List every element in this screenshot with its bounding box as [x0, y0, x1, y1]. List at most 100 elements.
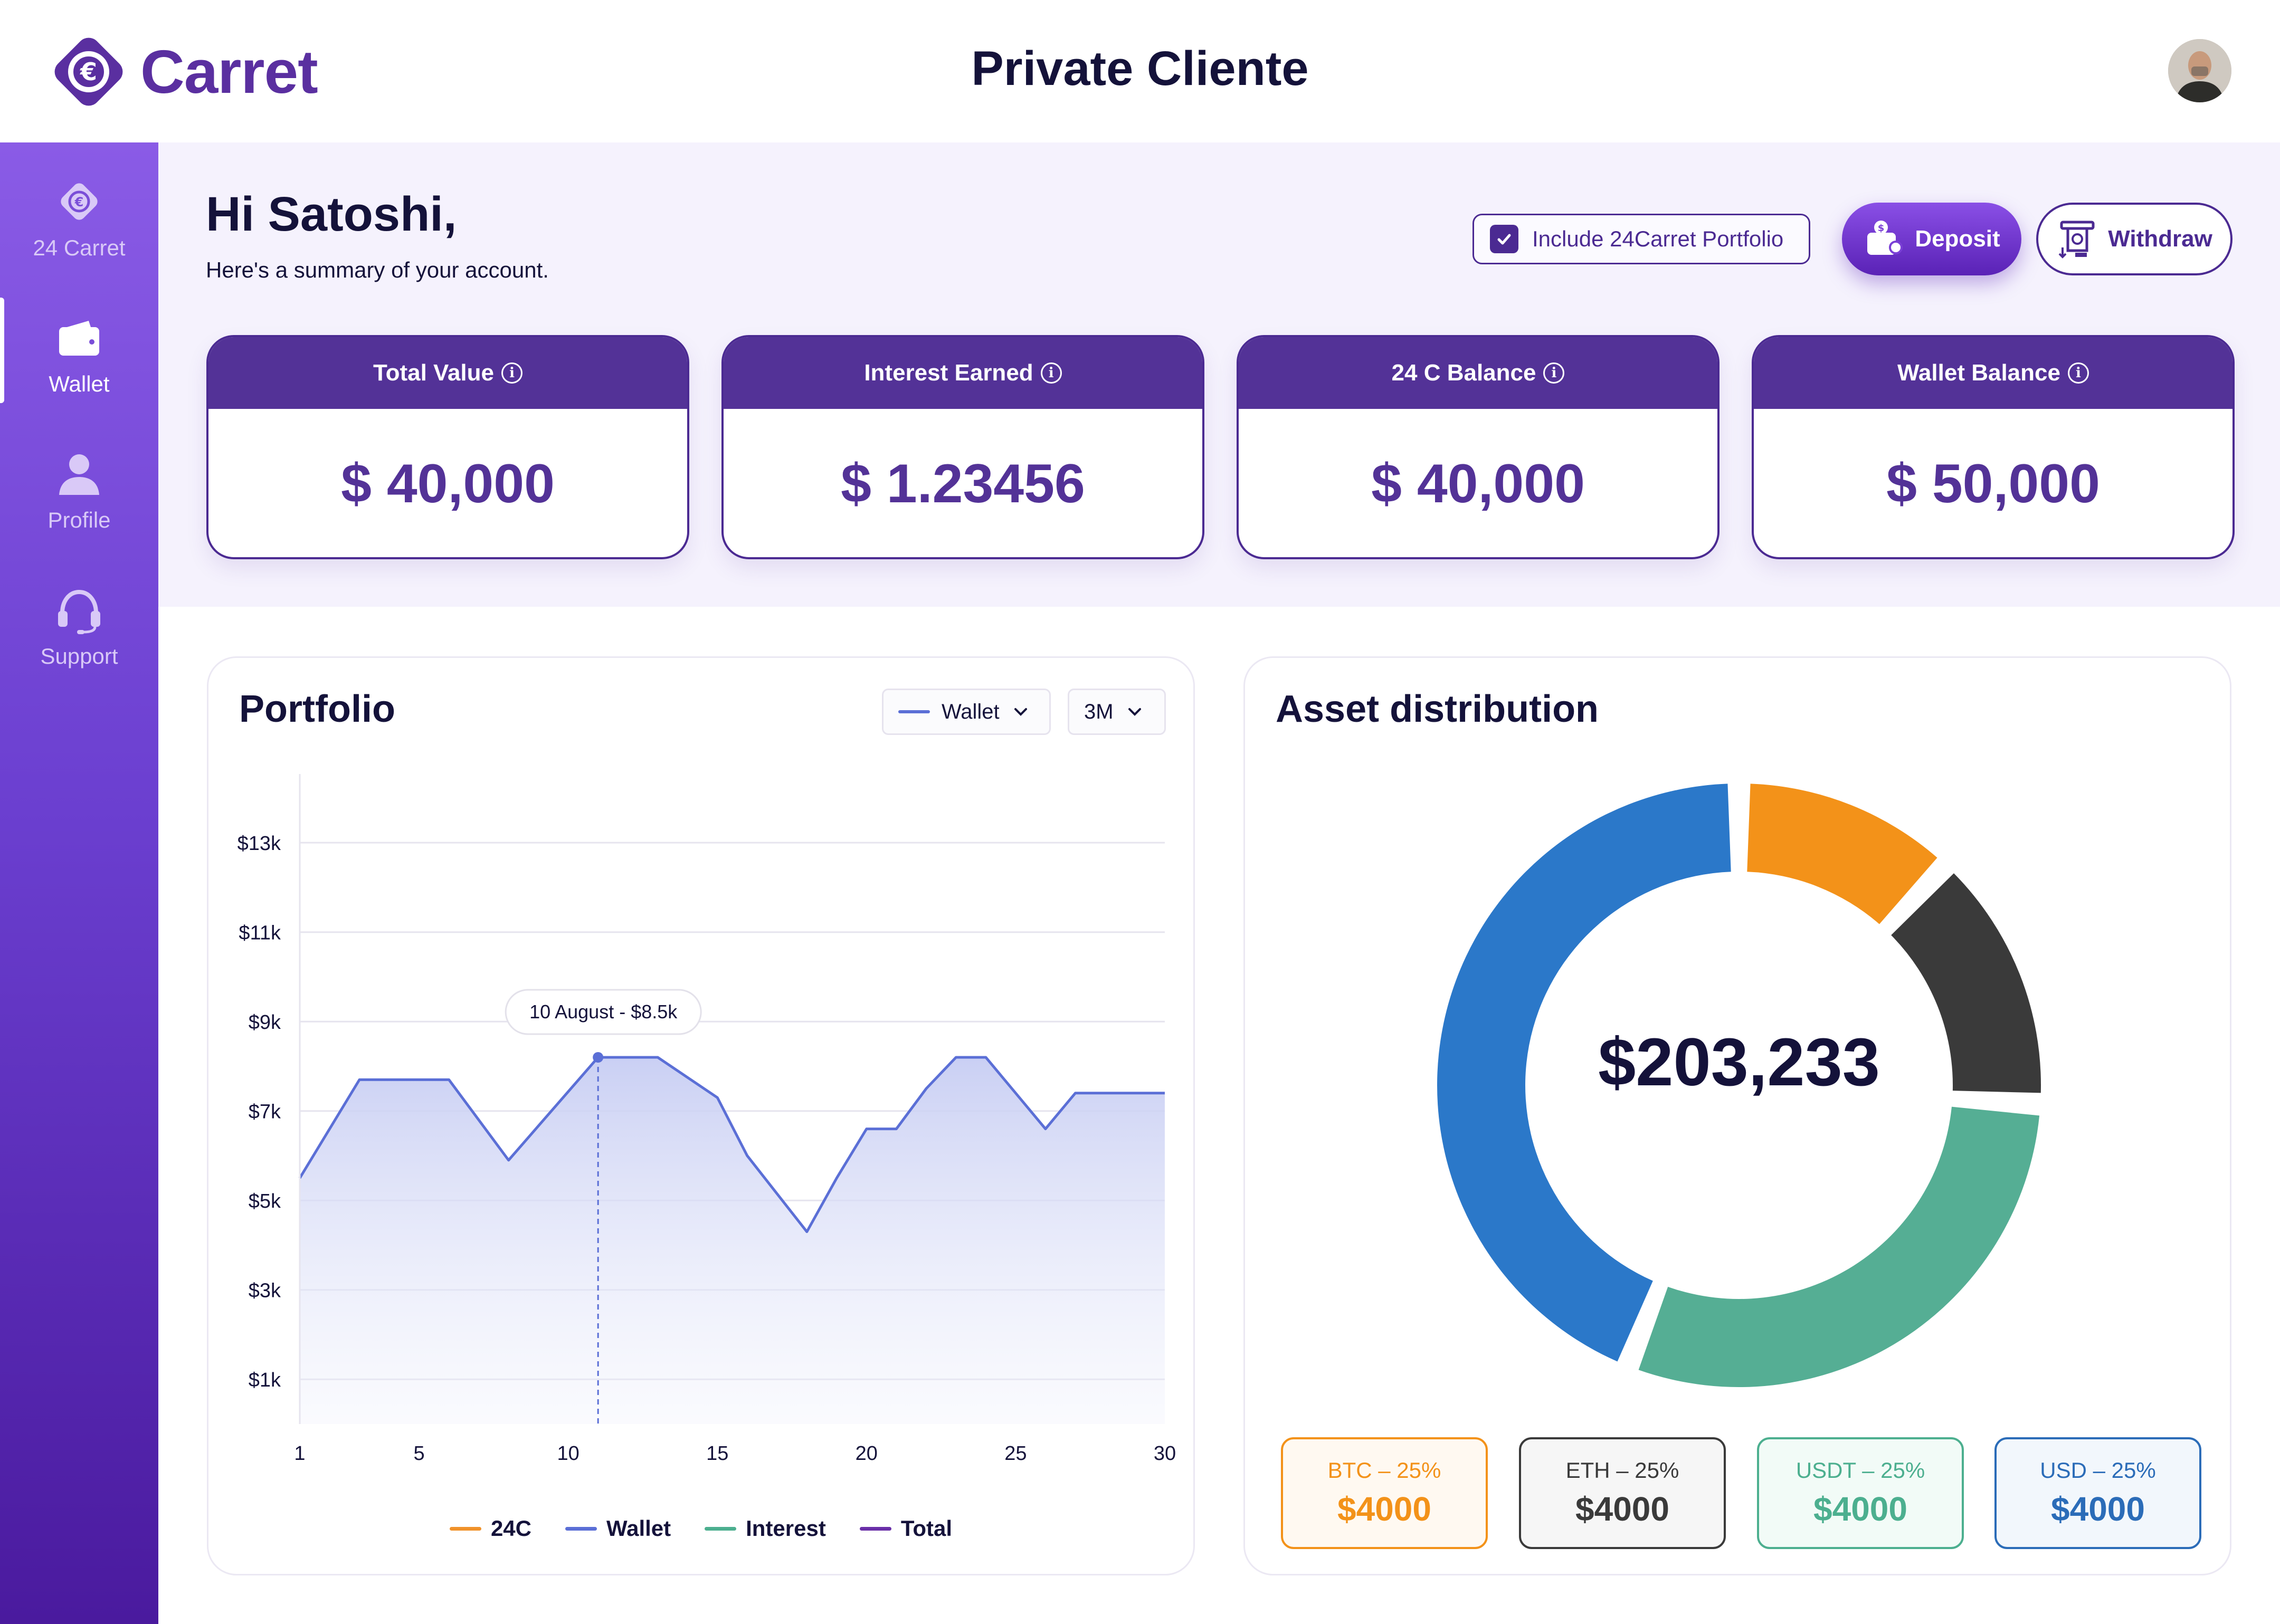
info-icon[interactable]: i	[1040, 362, 1062, 384]
asset-card-usd[interactable]: USD – 25% $4000	[1994, 1437, 2201, 1549]
asset-card-eth[interactable]: ETH – 25% $4000	[1519, 1437, 1726, 1549]
info-icon[interactable]: i	[501, 362, 523, 384]
x-tick-label: 5	[413, 1443, 424, 1465]
x-tick-label: 20	[856, 1443, 878, 1465]
sidebar-item-support[interactable]: Support	[0, 551, 158, 683]
avatar[interactable]	[2168, 39, 2231, 102]
x-tick-label: 1	[294, 1443, 305, 1465]
sidebar-item-label: 24 Carret	[33, 235, 126, 260]
sidebar-item-wallet[interactable]: Wallet	[0, 279, 158, 410]
donut-segment-btc[interactable]	[1747, 784, 1937, 924]
withdraw-label: Withdraw	[2108, 226, 2212, 252]
legend-swatch	[859, 1526, 891, 1531]
brand-logo[interactable]: € Carret	[46, 30, 318, 114]
donut-segment-blue[interactable]	[1437, 784, 1731, 1362]
info-icon[interactable]: i	[2067, 362, 2089, 384]
chevron-down-icon	[1128, 708, 1141, 716]
donut-total-value: $203,233	[1598, 1025, 1880, 1100]
y-tick-label: $7k	[249, 1101, 281, 1123]
legend-label: Wallet	[606, 1516, 671, 1541]
portfolio-chart[interactable]: 10 August - $8.5k $1k $3k $5k $7k $9k $11k $13…	[208, 658, 1196, 1502]
legend-swatch	[705, 1526, 737, 1531]
y-tick-label: $5k	[249, 1190, 281, 1212]
portfolio-panel: Portfolio Wallet 3M 10 August - $8.5k $1…	[207, 656, 1195, 1575]
x-tick-label: 25	[1004, 1443, 1027, 1465]
series-area-wallet	[300, 1057, 1165, 1424]
include-portfolio-checkbox[interactable]: Include 24Carret Portfolio	[1472, 214, 1810, 264]
asset-card-label: USDT – 25%	[1796, 1458, 1925, 1483]
series-select-value: Wallet	[942, 700, 1000, 723]
user-photo-icon	[2168, 39, 2231, 102]
chart-legend: 24C Wallet Interest Total	[208, 1516, 1193, 1541]
greeting-subtitle: Here's a summary of your account.	[206, 257, 549, 282]
euro-diamond-icon: €	[61, 183, 98, 220]
asset-donut-chart[interactable]: $203,233	[1245, 658, 2233, 1407]
legend-item-total[interactable]: Total	[859, 1516, 952, 1541]
stat-card-header: Wallet Balance i	[1754, 337, 2232, 409]
tooltip-text: 10 August - $8.5k	[529, 1001, 678, 1023]
sidebar-item-label: Support	[40, 644, 118, 668]
stat-card-wallet-balance: Wallet Balance i $ 50,000	[1752, 335, 2235, 559]
legend-label: Interest	[746, 1516, 826, 1541]
asset-card-value: $4000	[1813, 1490, 1907, 1528]
chevron-down-icon	[1014, 708, 1027, 716]
portfolio-title: Portfolio	[239, 688, 395, 730]
sidebar-item-label: Profile	[48, 508, 111, 532]
range-select-value: 3M	[1084, 700, 1114, 723]
tooltip	[505, 989, 702, 1035]
info-icon[interactable]: i	[1543, 362, 1565, 384]
sidebar: € 24 Carret Wallet Profile Support	[0, 142, 158, 1624]
stat-card-header: 24 C Balance i	[1239, 337, 1717, 409]
legend-item-24c[interactable]: 24C	[449, 1516, 531, 1541]
euro-diamond-logo-icon: €	[54, 37, 123, 106]
sidebar-item-profile[interactable]: Profile	[0, 415, 158, 547]
asset-card-btc[interactable]: BTC – 25% $4000	[1281, 1437, 1488, 1549]
asset-distribution-panel: Asset distribution $203,233 BTC – 25% $4…	[1243, 656, 2231, 1575]
legend-item-wallet[interactable]: Wallet	[565, 1516, 671, 1541]
legend-swatch	[449, 1526, 481, 1531]
x-tick-label: 10	[557, 1443, 580, 1465]
stat-card-header: Interest Earned i	[724, 337, 1202, 409]
legend-item-interest[interactable]: Interest	[705, 1516, 826, 1541]
asset-card-label: ETH – 25%	[1565, 1458, 1679, 1483]
deposit-wallet-icon: $	[1867, 221, 1903, 255]
include-portfolio-label: Include 24Carret Portfolio	[1532, 226, 1784, 251]
page-title: Private Cliente	[971, 42, 1309, 95]
asset-card-value: $4000	[1575, 1490, 1669, 1528]
account-summary: Hi Satoshi, Here's a summary of your acc…	[158, 142, 2280, 607]
deposit-button[interactable]: $ Deposit	[1842, 203, 2021, 275]
stat-card-header: Total Value i	[208, 337, 687, 409]
withdraw-atm-icon	[2058, 221, 2095, 259]
stat-card-title: Wallet Balance	[1897, 360, 2060, 386]
wallet-icon	[59, 321, 99, 356]
y-tick-label: $9k	[249, 1011, 281, 1034]
checkbox-checked[interactable]	[1490, 225, 1518, 253]
stat-card-value: $ 1.23456	[841, 453, 1085, 514]
asset-distribution-title: Asset distribution	[1276, 688, 1599, 730]
asset-card-value: $4000	[1337, 1490, 1431, 1528]
series-select[interactable]: Wallet	[882, 689, 1051, 735]
asset-card-usdt[interactable]: USDT – 25% $4000	[1757, 1437, 1964, 1549]
check-icon	[1497, 234, 1511, 245]
series-line-wallet[interactable]	[298, 1056, 1165, 1234]
top-bar: € Carret Private Cliente	[0, 0, 2280, 142]
greeting: Hi Satoshi,	[206, 187, 457, 241]
donut-segment-green[interactable]	[1638, 1106, 2040, 1387]
svg-text:$: $	[1878, 223, 1885, 234]
y-tick-label: $3k	[249, 1280, 281, 1302]
stat-card-total-value: Total Value i $ 40,000	[206, 335, 689, 559]
x-tick-label: 15	[706, 1443, 728, 1465]
sidebar-item-24-carret[interactable]: € 24 Carret	[0, 142, 158, 274]
withdraw-button[interactable]: Withdraw	[2036, 203, 2232, 275]
headset-icon	[58, 589, 100, 634]
range-select[interactable]: 3M	[1068, 689, 1166, 735]
hover-point[interactable]	[593, 1052, 604, 1063]
donut-segment-dark[interactable]	[1891, 873, 2041, 1093]
stat-card-title: Interest Earned	[864, 360, 1033, 386]
asset-card-label: BTC – 25%	[1327, 1458, 1441, 1483]
legend-swatch	[565, 1526, 597, 1531]
stat-card-title: 24 C Balance	[1391, 360, 1536, 386]
stat-card-value: $ 40,000	[341, 453, 555, 514]
sidebar-item-label: Wallet	[49, 371, 110, 396]
deposit-label: Deposit	[1915, 226, 2000, 252]
